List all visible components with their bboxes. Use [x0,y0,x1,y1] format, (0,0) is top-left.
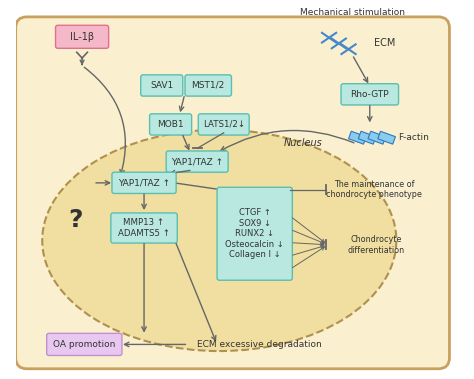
FancyBboxPatch shape [141,75,183,96]
FancyBboxPatch shape [16,17,449,369]
Text: MOB1: MOB1 [157,120,184,129]
Polygon shape [368,131,386,144]
FancyBboxPatch shape [166,151,228,172]
Polygon shape [348,131,366,144]
FancyBboxPatch shape [112,172,176,194]
FancyBboxPatch shape [55,25,109,48]
Polygon shape [358,131,376,144]
Text: Chondrocyte
differentiation: Chondrocyte differentiation [348,235,405,255]
Text: MMP13 ↑
ADAMTS5 ↑: MMP13 ↑ ADAMTS5 ↑ [118,218,170,238]
FancyBboxPatch shape [198,114,249,135]
Text: The maintenance of
chondrocyte phenotype: The maintenance of chondrocyte phenotype [326,180,422,199]
Ellipse shape [42,130,396,351]
Text: ?: ? [68,208,82,232]
FancyBboxPatch shape [150,114,191,135]
Text: MST1/2: MST1/2 [191,81,225,90]
Text: YAP1/TAZ ↑: YAP1/TAZ ↑ [171,157,223,166]
Text: SAV1: SAV1 [150,81,173,90]
FancyBboxPatch shape [111,213,177,243]
Text: Rho-GTP: Rho-GTP [350,90,389,99]
FancyBboxPatch shape [217,187,292,280]
Text: LATS1/2↓: LATS1/2↓ [203,120,245,129]
Text: ECM excessive degradation: ECM excessive degradation [197,340,321,349]
Text: CTGF ↑
SOX9 ↓
RUNX2 ↓
Osteocalcin ↓
Collagen I ↓: CTGF ↑ SOX9 ↓ RUNX2 ↓ Osteocalcin ↓ Coll… [225,208,284,259]
Text: OA promotion: OA promotion [53,340,116,349]
Text: Mechanical stimulation: Mechanical stimulation [300,8,405,17]
Text: ECM: ECM [374,38,396,49]
Text: IL-1β: IL-1β [70,32,94,42]
FancyBboxPatch shape [185,75,231,96]
Text: Nucleus: Nucleus [284,138,323,148]
FancyBboxPatch shape [46,334,122,356]
Text: F-actin: F-actin [399,133,429,142]
FancyBboxPatch shape [341,84,399,105]
Text: YAP1/TAZ ↑: YAP1/TAZ ↑ [118,179,170,187]
Polygon shape [378,131,395,144]
